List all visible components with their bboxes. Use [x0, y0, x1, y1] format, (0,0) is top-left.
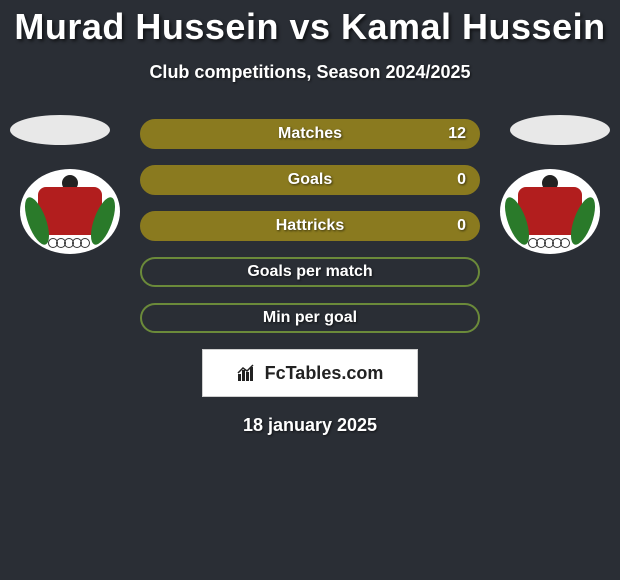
- stat-bar-goals: Goals 0: [140, 165, 480, 195]
- stat-bar-value: 0: [457, 213, 466, 239]
- stat-bar-label: Matches: [142, 121, 478, 147]
- stat-bar-goals-per-match: Goals per match: [140, 257, 480, 287]
- badge-circle: [20, 169, 120, 254]
- stat-bar-label: Hattricks: [142, 213, 478, 239]
- date-text: 18 january 2025: [0, 415, 620, 436]
- stat-bar-label: Goals: [142, 167, 478, 193]
- player-left-ellipse: [10, 115, 110, 145]
- club-badge-left: [20, 169, 120, 254]
- olympic-rings-icon: [530, 238, 570, 248]
- page-title: Murad Hussein vs Kamal Hussein: [0, 0, 620, 48]
- stat-bar-value: 0: [457, 167, 466, 193]
- player-right-ellipse: [510, 115, 610, 145]
- brand-box[interactable]: FcTables.com: [202, 349, 418, 397]
- brand-text: FcTables.com: [265, 363, 384, 384]
- stat-bar-matches: Matches 12: [140, 119, 480, 149]
- stat-bars: Matches 12 Goals 0 Hattricks 0 Goals per…: [140, 119, 480, 333]
- club-badge-right: [500, 169, 600, 254]
- bar-chart-icon: [237, 364, 259, 382]
- stat-bar-value: 12: [448, 121, 466, 147]
- badge-circle: [500, 169, 600, 254]
- stat-bar-label: Min per goal: [142, 305, 478, 331]
- stat-bar-label: Goals per match: [142, 259, 478, 285]
- comparison-content: Matches 12 Goals 0 Hattricks 0 Goals per…: [0, 119, 620, 436]
- olympic-rings-icon: [50, 238, 90, 248]
- stat-bar-hattricks: Hattricks 0: [140, 211, 480, 241]
- page-subtitle: Club competitions, Season 2024/2025: [0, 62, 620, 83]
- stat-bar-min-per-goal: Min per goal: [140, 303, 480, 333]
